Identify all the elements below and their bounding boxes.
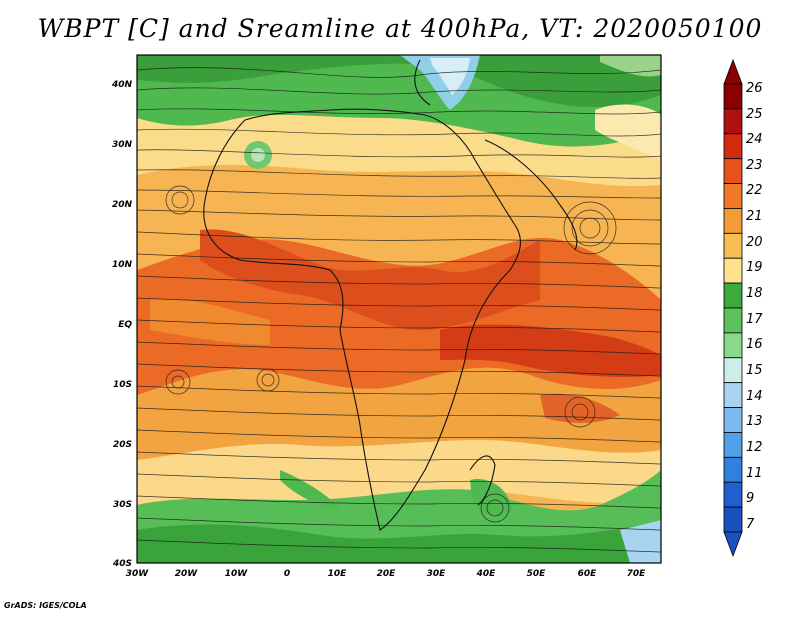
lon-label: 30E [427, 569, 447, 579]
lon-label: 40E [476, 569, 497, 579]
lon-axis: 30W 20W 10W 0 10E 20E 30E 40E 50E 60E 70… [126, 569, 646, 579]
colorbar-label: 24 [746, 132, 763, 147]
colorbar-cell [723, 183, 743, 209]
colorbar-cell [723, 382, 743, 408]
lat-axis: 40N 30N 20N 10N EQ 10S 20S 30S 40S [111, 80, 133, 569]
plot-frame [136, 54, 662, 564]
lon-label: 60E [578, 569, 598, 579]
colorbar-label: 25 [746, 107, 763, 122]
lat-label: 30N [112, 140, 133, 150]
colorbar-label: 12 [746, 440, 763, 455]
colorbar-cell [723, 108, 743, 135]
lon-label: 20W [175, 569, 199, 579]
colorbar-cell [723, 133, 743, 160]
colorbar-cell [723, 456, 743, 483]
colorbar-top-arrow [723, 58, 743, 85]
colorbar-label: 20 [746, 235, 763, 250]
colorbar-cell [723, 432, 743, 458]
colorbar-label: 13 [746, 414, 763, 429]
colorbar-label: 19 [746, 260, 763, 275]
colorbar-cell [723, 357, 743, 384]
colorbar-cell [723, 158, 743, 184]
lat-label: 10S [113, 380, 132, 390]
colorbar-label: 9 [746, 491, 754, 506]
colorbar-label: 17 [746, 312, 763, 327]
lon-label: 20E [377, 569, 397, 579]
colorbar-label: 21 [746, 209, 763, 224]
colorbar-label: 22 [746, 183, 763, 198]
colorbar-cell [723, 506, 743, 533]
lat-label: 40N [111, 80, 133, 90]
lat-label: 10N [112, 260, 133, 270]
colorbar-cell [723, 257, 743, 284]
colorbar-cell [723, 307, 743, 334]
colorbar-label: 16 [746, 337, 763, 352]
wbpt-field [137, 55, 661, 563]
colorbar-label: 14 [746, 389, 763, 404]
lat-label: 20S [113, 440, 132, 450]
lon-label: 0 [284, 569, 290, 579]
colorbar-cell [723, 282, 743, 309]
lat-label: 20N [112, 200, 133, 210]
colorbar-bottom-arrow [723, 531, 743, 558]
colorbar: 26 25 24 23 22 21 20 19 18 17 16 15 14 1… [723, 58, 763, 558]
colorbar-label: 7 [746, 517, 755, 532]
colorbar-cell [723, 232, 743, 259]
chart-title: WBPT [C] and Sreamline at 400hPa, VT: 20… [37, 14, 763, 43]
colorbar-label: 11 [746, 466, 763, 481]
colorbar-cell [723, 208, 743, 234]
colorbar-label: 23 [746, 158, 763, 173]
colorbar-cell [723, 83, 743, 110]
colorbar-cell [723, 481, 743, 508]
lon-label: 10E [328, 569, 348, 579]
lon-label: 50E [527, 569, 547, 579]
colorbar-cell [723, 407, 743, 433]
colorbar-label: 26 [746, 81, 763, 96]
colorbar-label: 15 [746, 363, 763, 378]
lat-label: EQ [118, 320, 132, 330]
lon-label: 10W [225, 569, 249, 579]
grads-credit: GrADS: IGES/COLA [4, 601, 87, 610]
colorbar-label: 18 [746, 286, 763, 301]
lon-label: 30W [126, 569, 150, 579]
lat-label: 40S [112, 559, 132, 569]
lon-label: 70E [627, 569, 647, 579]
colorbar-cell [723, 332, 743, 359]
lat-label: 30S [113, 500, 132, 510]
